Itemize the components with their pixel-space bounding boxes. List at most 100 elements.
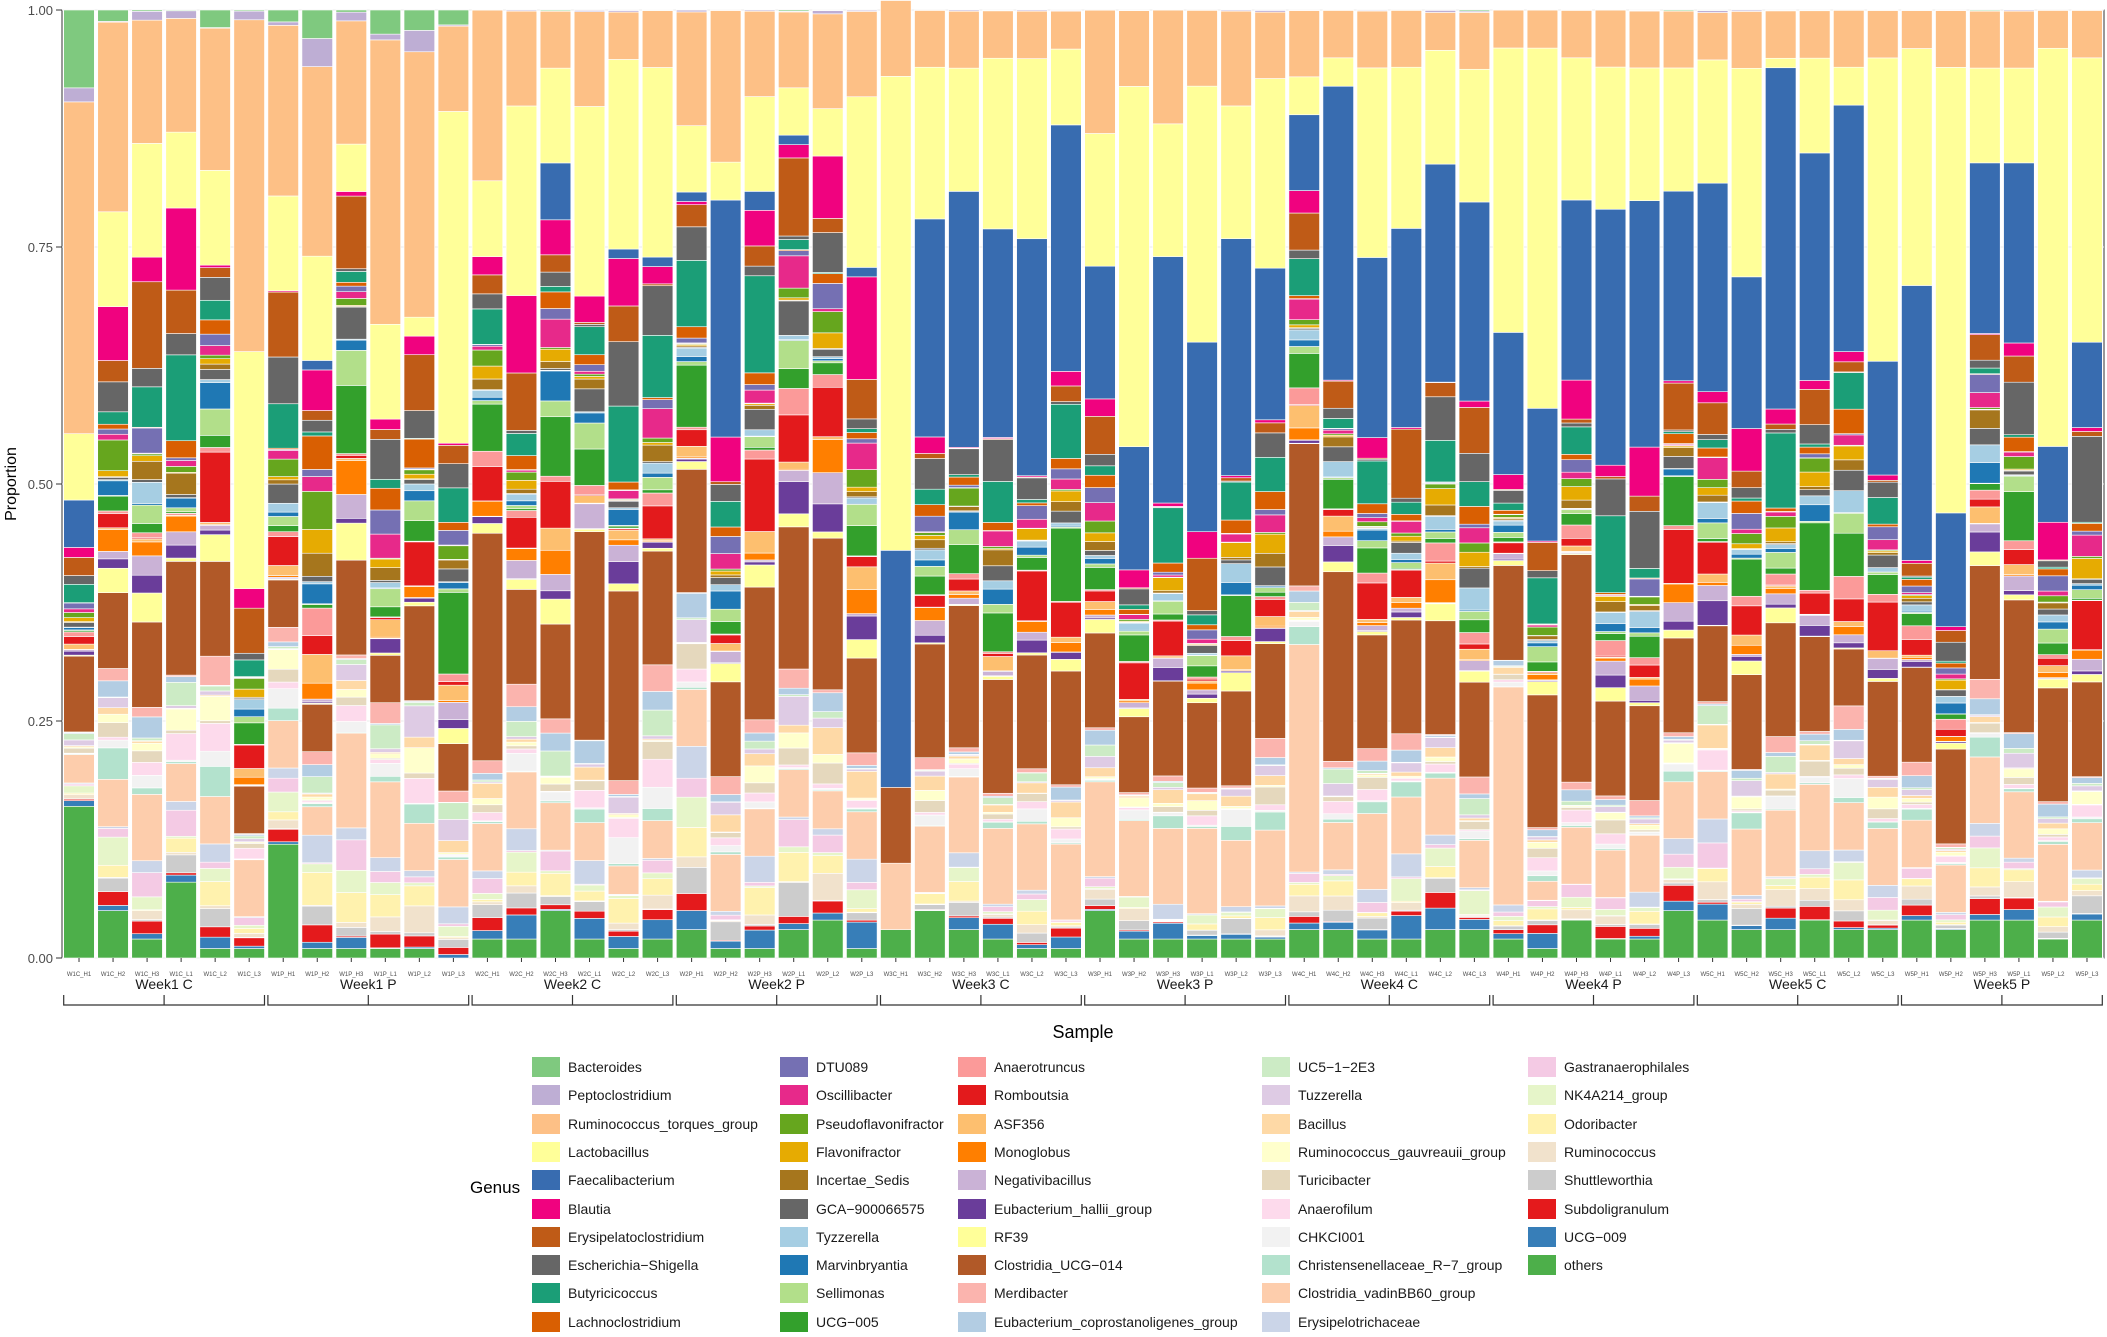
bar-segment — [63, 733, 95, 741]
bar-segment — [267, 720, 299, 769]
group-brackets: Week1 C Week1 P Week2 C Week2 P Week3 C Week3… — [63, 976, 2103, 1006]
bar-segment — [301, 529, 333, 554]
bar-segment — [471, 403, 504, 452]
bar-segment — [403, 876, 435, 884]
bar-segment — [778, 340, 810, 369]
bar-segment — [97, 567, 129, 593]
bar-segment — [1799, 614, 1831, 626]
bar-segment — [2071, 658, 2103, 672]
bar-segment — [2003, 549, 2035, 565]
x-tick-label: W5P_L2 — [2041, 972, 2065, 978]
bar-segment — [1492, 509, 1525, 515]
bar-segment — [539, 896, 572, 906]
bar-segment — [1867, 658, 1899, 670]
bar-segment — [641, 878, 674, 896]
bar-segment — [1799, 636, 1831, 732]
bar-segment — [675, 592, 708, 619]
bar-segment — [63, 584, 95, 603]
bar-segment — [369, 606, 401, 618]
bar-segment — [539, 718, 572, 734]
bar-segment — [1662, 468, 1695, 477]
bar-segment — [1628, 635, 1661, 658]
bar-segment — [1254, 599, 1286, 617]
bar-segment — [505, 748, 538, 754]
bar-segment — [1254, 616, 1286, 627]
bar-segment — [1118, 609, 1150, 615]
bar-segment — [1220, 10, 1252, 107]
bar-segment — [97, 864, 129, 878]
bar-segment — [1731, 634, 1763, 646]
bar-segment — [403, 473, 435, 480]
bar-segment — [1799, 489, 1831, 497]
bar-segment — [369, 775, 401, 783]
bar-segment — [744, 792, 776, 803]
bar-segment — [641, 437, 674, 443]
bar-segment — [165, 733, 197, 761]
bar-segment — [1935, 929, 1967, 959]
bar-segment — [1969, 367, 2001, 375]
bar-segment — [778, 388, 810, 416]
bar-segment — [63, 433, 95, 501]
bar-segment — [233, 607, 265, 654]
bar-segment — [1050, 670, 1082, 786]
bar-segment — [199, 382, 231, 410]
bar-segment — [437, 588, 470, 593]
bar-segment — [1526, 906, 1559, 910]
bar-segment — [1628, 699, 1661, 704]
bar-segment — [1016, 10, 1048, 59]
bar-segment — [505, 548, 538, 561]
bar-segment — [675, 929, 708, 959]
bar-segment — [1050, 403, 1082, 459]
y-tick-label: 0.50 — [28, 477, 53, 492]
bar-segment — [1594, 909, 1627, 916]
bar-segment — [607, 529, 640, 541]
bar-segment — [846, 497, 878, 504]
bar-segment — [1799, 495, 1831, 506]
bar-segment — [199, 408, 231, 436]
bar-segment — [1799, 731, 1831, 735]
bar-segment — [1424, 866, 1456, 878]
bar-segment — [1050, 922, 1082, 926]
bar-segment — [233, 835, 265, 840]
bar-segment — [778, 134, 810, 145]
bar-segment — [1901, 10, 1933, 49]
bar-segment — [301, 834, 333, 864]
bar-segment — [471, 345, 504, 351]
bar-segment — [2003, 752, 2035, 769]
bar-segment — [437, 684, 470, 701]
bar-segment — [369, 948, 401, 959]
bar-segment — [2037, 614, 2069, 623]
bar-segment — [1458, 567, 1490, 589]
bar-segment — [1016, 639, 1048, 654]
bar-segment — [1731, 895, 1763, 900]
bar-segment — [1118, 809, 1150, 820]
bar-segment — [369, 724, 401, 750]
bar-segment — [1084, 474, 1116, 488]
bar-segment — [505, 488, 538, 494]
bar-segment — [403, 803, 435, 824]
bar-segment — [335, 654, 367, 659]
bar-segment — [607, 248, 640, 259]
bar-segment — [131, 794, 163, 862]
bar-segment — [1390, 521, 1422, 534]
bar-segment — [1254, 591, 1286, 597]
bar-segment — [1526, 842, 1559, 849]
bar-segment — [369, 582, 401, 589]
bar-segment — [1662, 838, 1695, 855]
bar-segment — [1867, 681, 1899, 777]
bar-segment — [675, 689, 708, 747]
bar-segment — [744, 929, 776, 949]
bar-segment — [1594, 476, 1627, 480]
bar-segment — [1935, 912, 1967, 915]
bar-segment — [369, 759, 401, 764]
bar-segment — [778, 11, 810, 89]
bar-segment — [2037, 916, 2069, 927]
bar-segment — [63, 754, 95, 784]
bar-segment — [778, 235, 810, 240]
bar-segment — [1220, 655, 1252, 670]
bar-segment — [1594, 795, 1627, 800]
bar-segment — [1288, 298, 1320, 320]
bar-segment — [812, 689, 844, 694]
bar-segment — [1186, 828, 1218, 914]
bar-segment — [2037, 47, 2069, 447]
